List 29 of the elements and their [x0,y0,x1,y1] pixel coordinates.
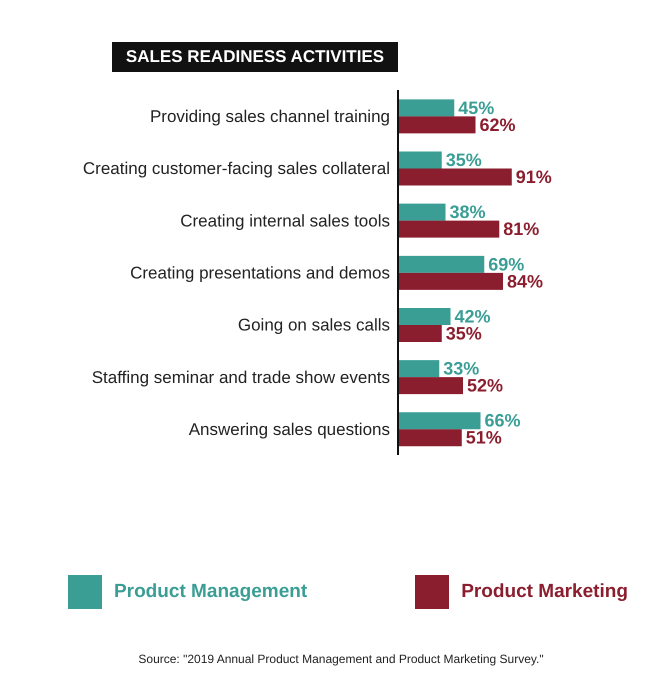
bar [398,99,454,116]
bar [398,220,500,238]
legend-label: Product Management [114,581,308,603]
y-tick-label: Providing sales channel training [150,107,390,126]
bar [398,272,504,290]
data-label: 38% [450,202,486,222]
bar [398,168,512,186]
bar [398,308,451,325]
y-tick-label: Staffing seminar and trade show events [92,368,390,387]
data-label: 91% [516,167,552,188]
bar [398,412,481,430]
data-label: 35% [446,150,482,170]
y-tick-label: Going on sales calls [238,316,390,335]
data-label: 81% [503,219,540,240]
bar [398,429,462,446]
bar [398,204,446,221]
y-tick-label: Answering sales questions [188,420,390,439]
y-tick-label: Creating customer-facing sales collateral [82,159,390,178]
bar [398,377,464,394]
bar [398,116,476,134]
legend-label: Product Marketing [461,581,628,603]
source-note: Source: "2019 Annual Product Management and Product Marketing Survey." [137,652,545,666]
bar [398,256,484,273]
y-tick-label: Creating presentations and demos [130,264,390,283]
y-tick-label: Creating internal sales tools [180,211,390,230]
bar [398,152,442,169]
text: SALES READINESS ACTIVITIES [112,42,398,72]
bar [398,324,442,342]
bar [398,360,440,378]
